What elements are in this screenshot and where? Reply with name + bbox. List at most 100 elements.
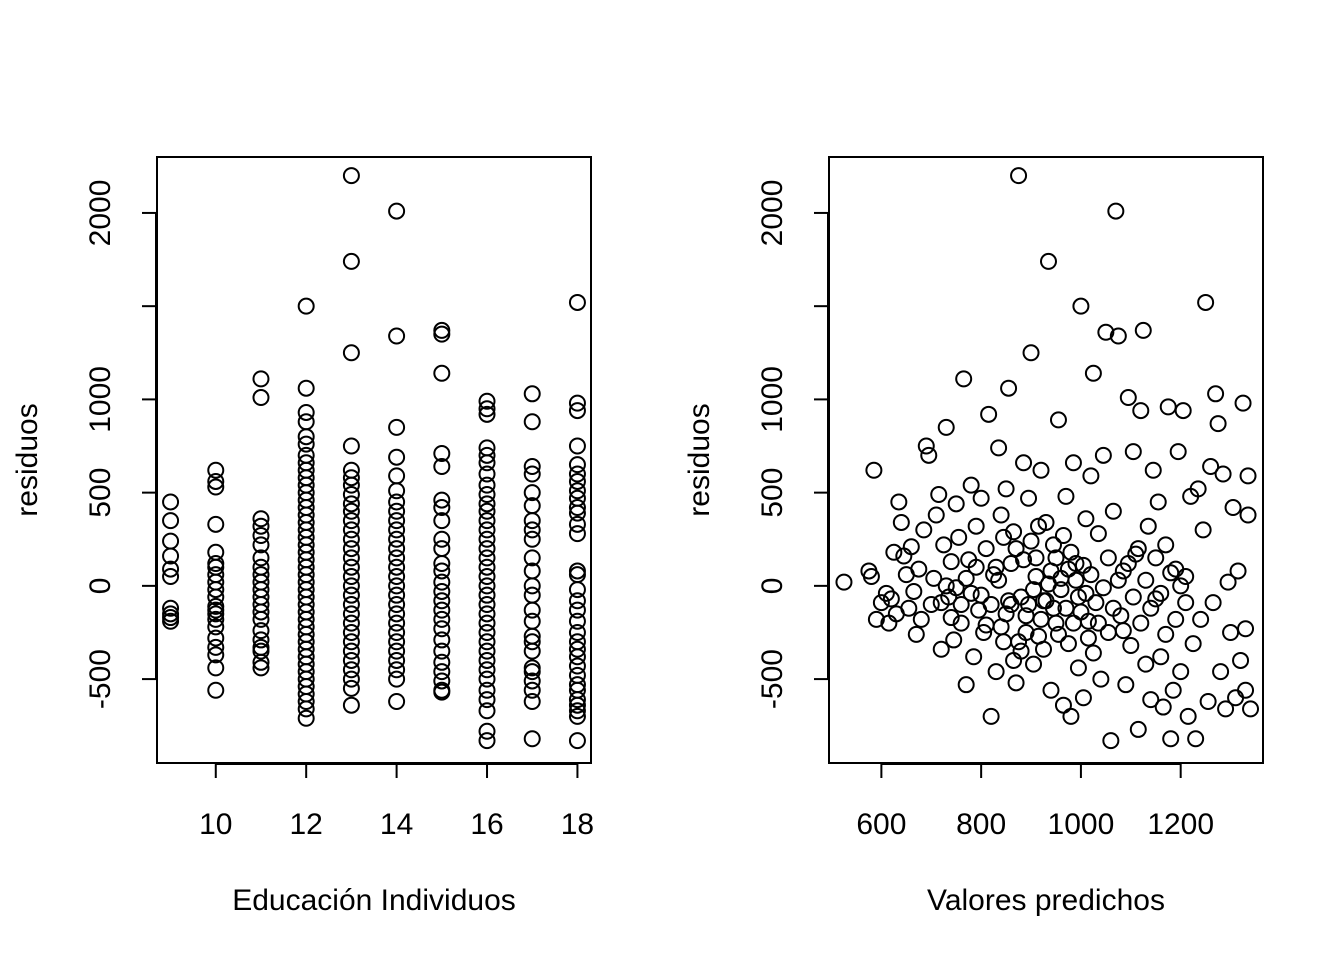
data-points bbox=[162, 167, 586, 750]
data-point bbox=[388, 651, 406, 669]
data-point bbox=[523, 512, 541, 530]
data-point bbox=[1010, 167, 1028, 185]
data-point bbox=[1217, 700, 1235, 718]
chart-panel-left: -500 0 500 1000 2000 10 12 14 16 18 Educación In… bbox=[11, 156, 594, 917]
data-point bbox=[433, 573, 451, 591]
data-point bbox=[942, 609, 960, 627]
data-point bbox=[1189, 480, 1207, 498]
data-point bbox=[882, 590, 900, 608]
data-point bbox=[1020, 596, 1038, 614]
data-point bbox=[1192, 610, 1210, 628]
x-tick-label: 16 bbox=[470, 808, 503, 841]
data-point bbox=[388, 482, 406, 500]
data-point bbox=[342, 344, 360, 362]
data-point bbox=[1082, 467, 1100, 485]
data-point bbox=[342, 502, 360, 520]
data-point bbox=[568, 472, 586, 490]
data-point bbox=[523, 549, 541, 567]
data-point bbox=[162, 512, 180, 530]
data-point bbox=[995, 528, 1013, 546]
data-point bbox=[342, 661, 360, 679]
data-point bbox=[252, 536, 270, 554]
data-point bbox=[342, 679, 360, 697]
data-point bbox=[207, 588, 225, 606]
data-point bbox=[975, 623, 993, 641]
data-point bbox=[342, 512, 360, 530]
data-point bbox=[937, 418, 955, 436]
data-point bbox=[1042, 562, 1060, 580]
data-point bbox=[568, 648, 586, 666]
data-point bbox=[1207, 385, 1225, 403]
data-point bbox=[1209, 415, 1227, 433]
data-point bbox=[478, 633, 496, 651]
data-point bbox=[1094, 446, 1112, 464]
data-point bbox=[1129, 720, 1147, 738]
y-tick-label: -500 bbox=[84, 649, 117, 709]
data-point bbox=[207, 610, 225, 628]
data-point bbox=[1069, 588, 1087, 606]
data-point bbox=[1142, 599, 1160, 617]
data-point bbox=[1239, 467, 1257, 485]
data-point bbox=[478, 642, 496, 660]
data-point bbox=[478, 732, 496, 750]
data-point bbox=[478, 651, 496, 669]
data-point bbox=[388, 549, 406, 567]
data-point bbox=[1117, 676, 1135, 694]
data-point bbox=[925, 569, 943, 587]
data-point bbox=[433, 683, 451, 701]
data-point bbox=[433, 325, 451, 343]
data-point bbox=[478, 446, 496, 464]
data-point bbox=[1044, 536, 1062, 554]
data-point bbox=[523, 681, 541, 699]
data-point bbox=[433, 364, 451, 382]
data-point bbox=[1020, 489, 1038, 507]
y-axis-title: residuos bbox=[11, 403, 44, 516]
data-point bbox=[478, 476, 496, 494]
data-point bbox=[478, 568, 496, 586]
data-point bbox=[1094, 579, 1112, 597]
data-point bbox=[252, 370, 270, 388]
data-point bbox=[568, 394, 586, 412]
data-point bbox=[478, 465, 496, 483]
data-point bbox=[252, 659, 270, 677]
data-point bbox=[952, 614, 970, 632]
data-point bbox=[388, 540, 406, 558]
data-point bbox=[865, 461, 883, 479]
data-point bbox=[1074, 689, 1092, 707]
data-point bbox=[1000, 592, 1018, 610]
data-point bbox=[568, 707, 586, 725]
data-point bbox=[1015, 551, 1033, 569]
x-axis-title: Valores predichos bbox=[927, 884, 1165, 917]
data-point bbox=[568, 499, 586, 517]
data-point bbox=[1054, 527, 1072, 545]
data-point bbox=[985, 566, 1003, 584]
y-axis: -500 0 500 1000 2000 bbox=[756, 180, 829, 709]
data-point bbox=[433, 582, 451, 600]
data-point bbox=[523, 642, 541, 660]
x-tick-label: 1000 bbox=[1048, 808, 1115, 841]
data-point bbox=[1167, 610, 1185, 628]
data-point bbox=[388, 568, 406, 586]
data-point bbox=[388, 530, 406, 548]
y-tick-label: 1000 bbox=[756, 366, 789, 433]
data-point bbox=[478, 681, 496, 699]
data-point bbox=[1149, 493, 1167, 511]
data-point bbox=[523, 577, 541, 595]
data-point bbox=[1199, 692, 1217, 710]
data-point bbox=[478, 405, 496, 423]
data-point bbox=[207, 629, 225, 647]
data-point bbox=[977, 616, 995, 634]
data-point bbox=[478, 586, 496, 604]
data-point bbox=[892, 513, 910, 531]
data-point bbox=[388, 327, 406, 345]
data-point bbox=[297, 379, 315, 397]
data-point bbox=[1184, 635, 1202, 653]
data-point bbox=[433, 499, 451, 517]
data-point bbox=[965, 648, 983, 666]
data-point bbox=[207, 659, 225, 677]
data-point bbox=[1172, 577, 1190, 595]
data-point bbox=[252, 622, 270, 640]
data-point bbox=[388, 661, 406, 679]
data-point bbox=[297, 692, 315, 710]
y-tick-label: 2000 bbox=[84, 180, 117, 247]
